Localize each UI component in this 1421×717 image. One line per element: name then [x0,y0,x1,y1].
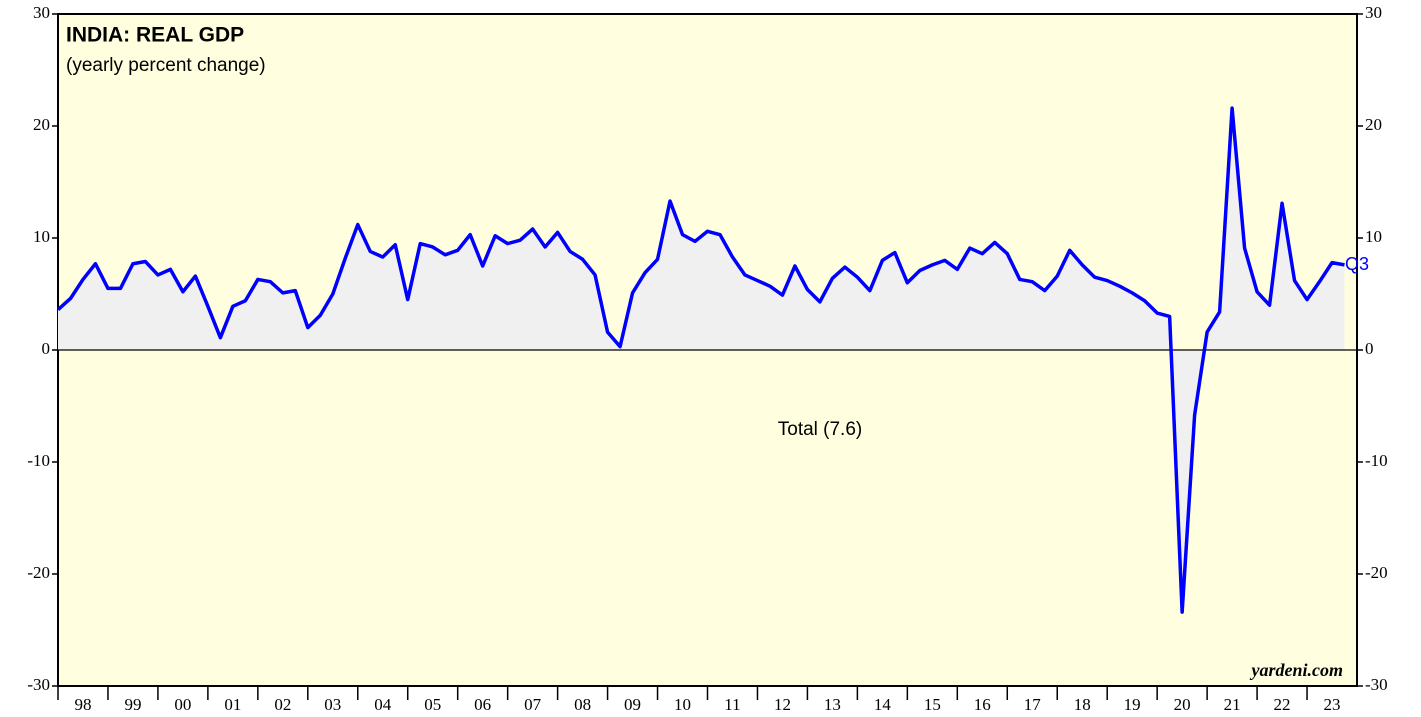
x-tick-label: 09 [624,695,641,714]
y-tick-label-right: -10 [1365,451,1388,470]
annotation: Total (7.6) [778,419,862,440]
line [56,106,1345,614]
x-tick-label: 01 [224,695,241,714]
x-tick-label: 99 [124,695,141,714]
y-tick-label: 10 [33,227,50,246]
y-tick-label: -30 [27,675,50,694]
x-tick-label: 17 [1024,695,1042,714]
y-tick-label-right: -20 [1365,563,1388,582]
x-tick-label: 21 [1224,695,1241,714]
y-tick-label: 20 [33,115,50,134]
x-tick-label: 08 [574,695,591,714]
x-tick-label: 10 [674,695,691,714]
x-tick-label: 98 [74,695,91,714]
x-tick-label: 23 [1324,695,1341,714]
x-tick-label: 16 [974,695,991,714]
chart-subtitle: (yearly percent change) [66,55,266,76]
credit: yardeni.com [1250,660,1344,680]
x-tick-label: 04 [374,695,392,714]
x-tick-label: 15 [924,695,941,714]
x-tick-label: 03 [324,695,341,714]
y-tick-label-right: -30 [1365,675,1388,694]
x-tick-label: 00 [174,695,191,714]
y-tick-label: 0 [42,339,51,358]
x-tick-label: 22 [1274,695,1291,714]
x-tick-label: 18 [1074,695,1091,714]
chart-title: INDIA: REAL GDP [66,24,244,47]
y-tick-label-right: 30 [1365,3,1382,22]
y-tick-label-right: 20 [1365,115,1382,134]
y-tick-label: -10 [27,451,50,470]
y-tick-label: -20 [27,563,50,582]
annotation: Q3 [1345,254,1369,274]
x-tick-label: 12 [774,695,791,714]
x-tick-label: 05 [424,695,441,714]
x-tick-label: 13 [824,695,841,714]
y-tick-label: 30 [33,3,50,22]
x-tick-label: 19 [1124,695,1141,714]
y-tick-label-right: 10 [1365,227,1382,246]
x-tick-label: 11 [724,695,740,714]
y-tick-label-right: 0 [1365,339,1374,358]
x-tick-label: 07 [524,695,542,714]
x-tick-label: 06 [474,695,491,714]
x-tick-label: 14 [874,695,892,714]
x-tick-label: 02 [274,695,291,714]
marks [56,106,1357,614]
x-tick-label: 20 [1174,695,1191,714]
